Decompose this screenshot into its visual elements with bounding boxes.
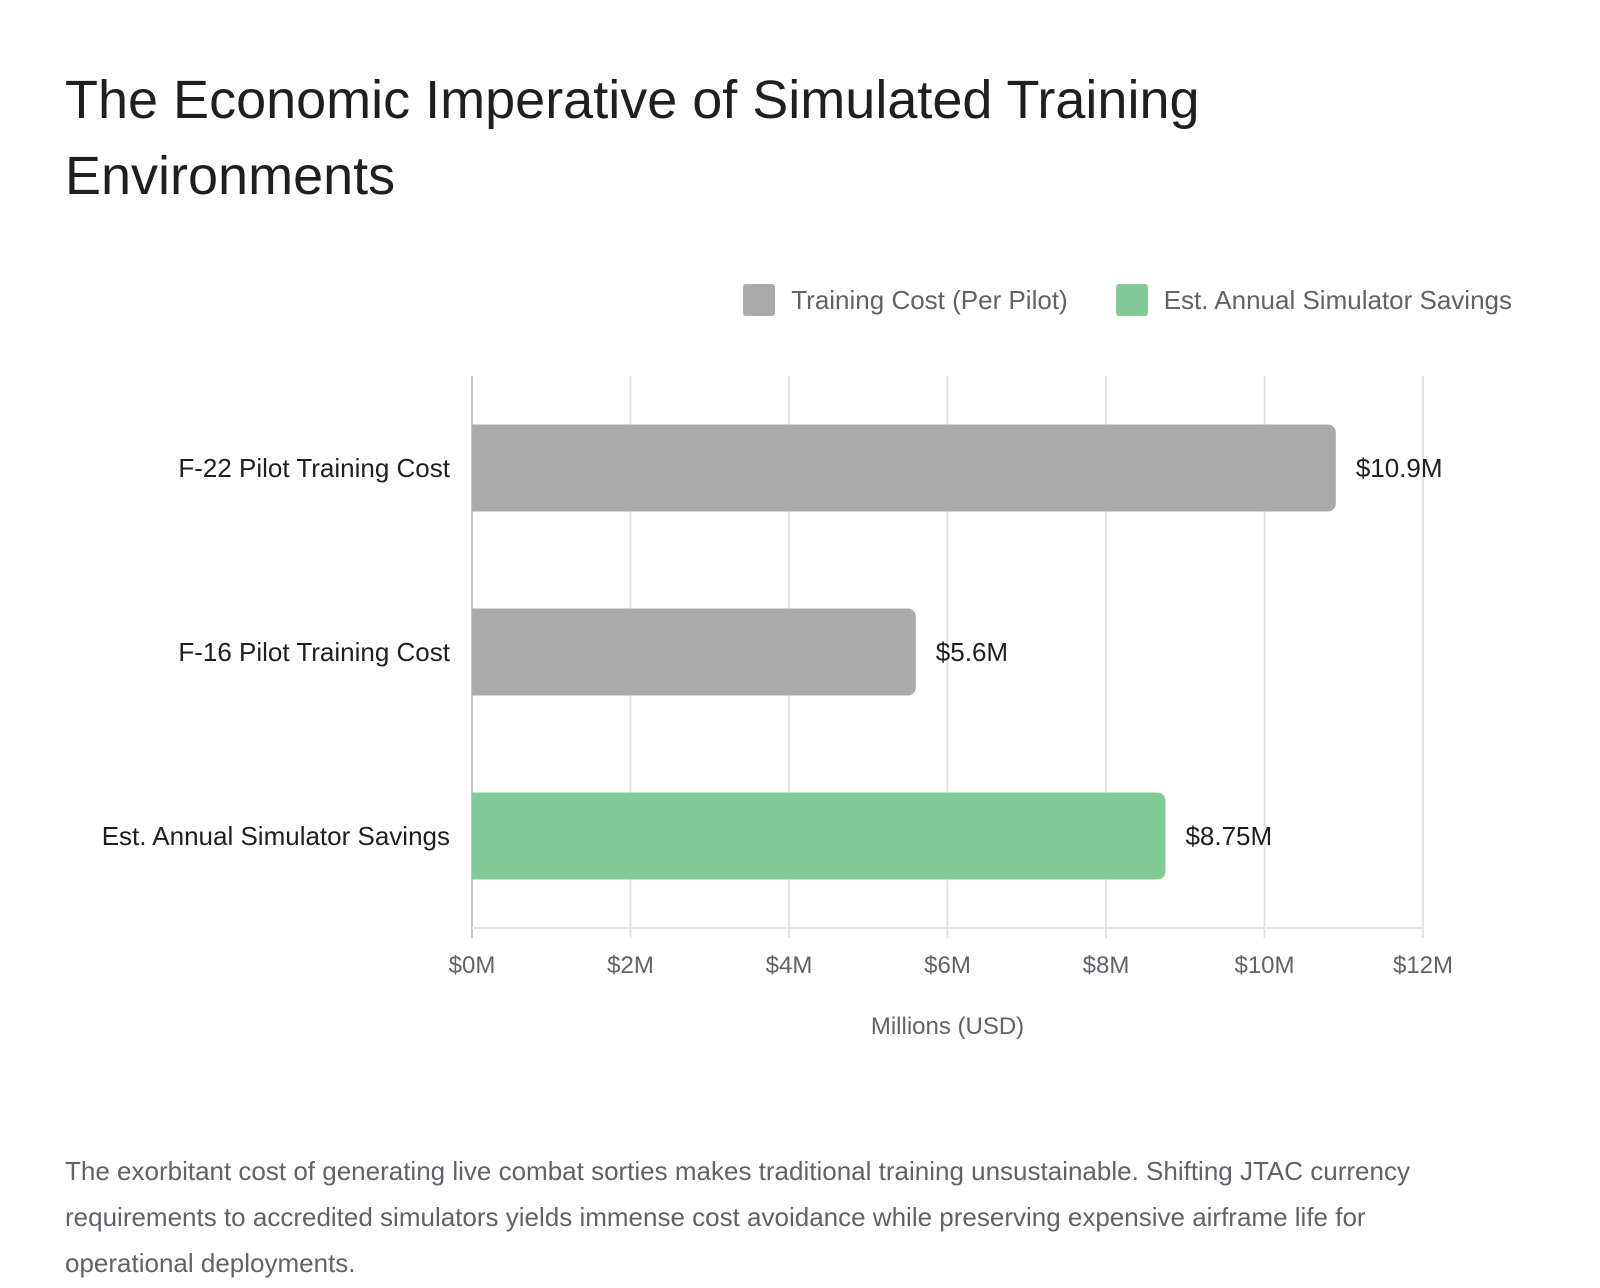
bar-value-label: $10.9M (1356, 453, 1443, 483)
legend-label: Training Cost (Per Pilot) (791, 284, 1068, 315)
y-category-label: Est. Annual Simulator Savings (102, 821, 450, 851)
legend-swatch-gray (743, 284, 776, 316)
legend-label: Est. Annual Simulator Savings (1163, 284, 1512, 315)
legend-swatch-green (1115, 284, 1148, 316)
legend-item-training-cost[interactable]: Training Cost (Per Pilot) (743, 284, 1068, 316)
bar (471, 424, 1336, 512)
x-tick-label: $10M (1234, 952, 1294, 979)
x-tick-label: $4M (766, 952, 813, 979)
x-tick-label: $8M (1083, 952, 1130, 979)
y-category-label: F-22 Pilot Training Cost (178, 453, 450, 483)
bar-value-label: $8.75M (1185, 821, 1272, 851)
bar-value-label: $5.6M (936, 637, 1008, 667)
bar (472, 792, 1166, 880)
x-tick-label: $0M (449, 952, 496, 979)
x-tick-label: $6M (924, 952, 971, 979)
x-axis-title: Millions (USD) (871, 1013, 1024, 1040)
x-tick-label: $2M (607, 952, 654, 979)
bar (472, 608, 916, 696)
legend-item-simulator-savings[interactable]: Est. Annual Simulator Savings (1115, 284, 1512, 316)
y-category-label: F-16 Pilot Training Cost (178, 637, 450, 667)
chart-description: The exorbitant cost of generating live c… (65, 1156, 1410, 1278)
bar-chart: $0M $2M $4M $6M $8M $10M $12M F-22 Pilot Traini… (102, 376, 1453, 1040)
chart-legend: Training Cost (Per Pilot) Est. Annual Si… (743, 284, 1512, 316)
page-title: The Economic Imperative of Simulated Tra… (65, 70, 1200, 206)
x-tick-label: $12M (1393, 952, 1453, 979)
